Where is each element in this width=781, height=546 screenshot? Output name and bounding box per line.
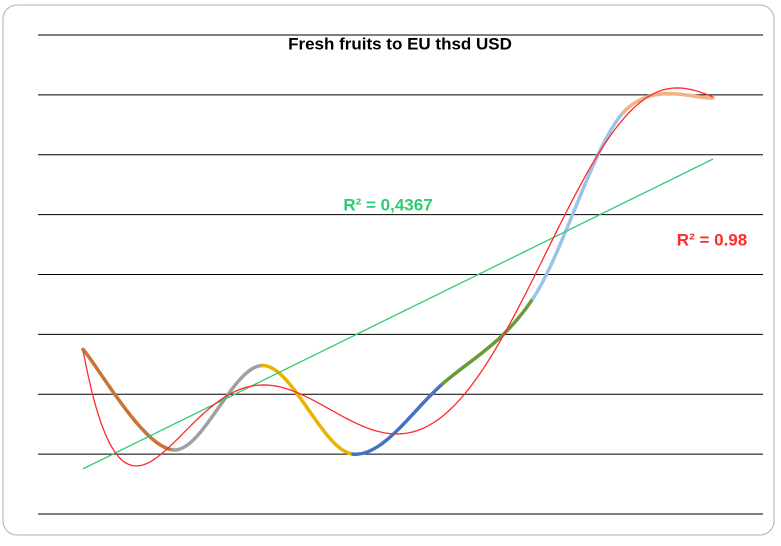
trendline-label: R² = 0,4367 [343,195,432,214]
chart-frame [2,4,775,536]
trendline [82,158,714,470]
line-segment [171,363,265,452]
line-segment [621,91,715,115]
trendline [82,87,714,467]
line-segment [441,296,535,386]
chart-title: Fresh fruits to EU thsd USD [288,34,512,53]
line-segment [351,381,445,456]
line-segment [81,347,175,452]
trendline-label: R² = 0.98 [677,230,747,249]
line-segment [261,363,355,456]
line-segment [531,111,625,301]
